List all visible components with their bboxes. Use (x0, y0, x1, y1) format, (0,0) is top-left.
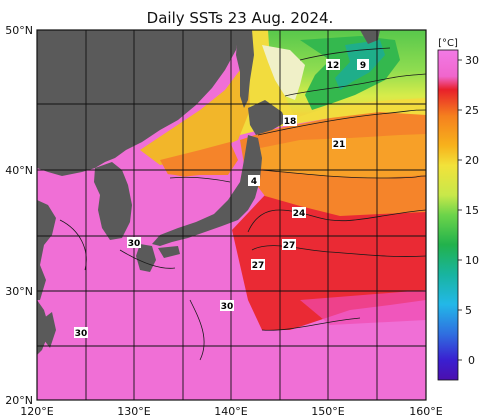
contour-label: 27 (252, 261, 265, 271)
colorbar-tick: 30 (465, 54, 479, 67)
lat-axis: 50°N 40°N 30°N 20°N (5, 24, 33, 407)
lon-tick-label: 130°E (117, 405, 150, 418)
contour-label: 27 (283, 241, 296, 251)
colorbar-tick: 5 (465, 304, 472, 317)
lat-tick-label: 20°N (5, 394, 33, 407)
lon-axis: 120°E 130°E 140°E 150°E 160°E (20, 405, 442, 418)
colorbar-tick: 15 (465, 204, 479, 217)
colorbar-unit: [°C] (438, 38, 458, 49)
graticule (36, 29, 427, 401)
colorbar-tick: 25 (465, 104, 479, 117)
contour-label: 30 (128, 239, 141, 249)
contour-labels: 12 9 18 21 4 24 30 27 27 30 30 (74, 59, 369, 339)
contour-label: 21 (333, 140, 346, 150)
lat-tick-label: 40°N (5, 164, 33, 177)
contour-label: 30 (221, 302, 234, 312)
lon-tick-label: 160°E (409, 405, 442, 418)
colorbar-tick: 10 (465, 254, 479, 267)
lat-tick-label: 30°N (5, 285, 33, 298)
lon-tick-label: 120°E (20, 405, 53, 418)
contour-label: 24 (293, 209, 306, 219)
contour-label: 9 (360, 61, 366, 71)
lat-tick-label: 50°N (5, 24, 33, 37)
lon-tick-label: 140°E (214, 405, 247, 418)
contour-label: 12 (327, 61, 340, 71)
map-title: Daily SSTs 23 Aug. 2024. (146, 9, 334, 27)
contour-label: 4 (251, 177, 257, 187)
contour-label: 30 (75, 329, 88, 339)
colorbar-tick: 0 (468, 354, 475, 367)
colorbar-tick: 20 (465, 154, 479, 167)
contour-label: 18 (284, 117, 297, 127)
colorbar: [°C] 30 25 20 15 10 5 0 (437, 38, 479, 381)
land (37, 30, 380, 355)
lon-tick-label: 150°E (311, 405, 344, 418)
